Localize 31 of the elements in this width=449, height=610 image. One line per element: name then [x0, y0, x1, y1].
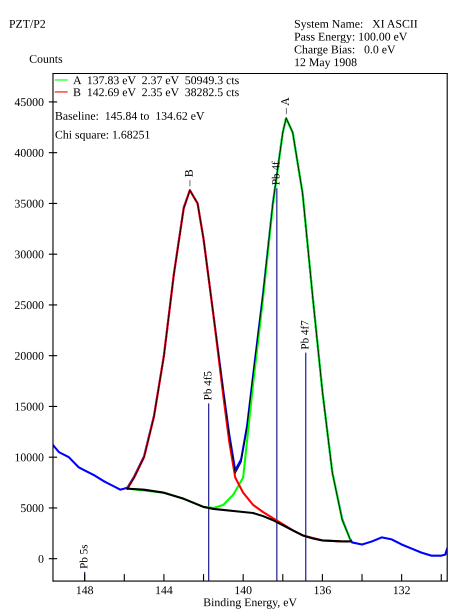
x-tick-label: 136: [314, 586, 331, 594]
y-tick-label: 15000: [15, 402, 44, 411]
text: PZT/P2: [9, 20, 46, 28]
data-label: Pb 4f5: [204, 371, 212, 400]
x-tick-label: 132: [394, 586, 410, 594]
y-axis-title: Counts: [30, 54, 62, 63]
y-tick-label: 35000: [15, 200, 44, 208]
text: Pass Energy: 100.00 eV: [294, 32, 408, 44]
text: Charge Bias: 0.0 eV: [294, 45, 396, 56]
annotation: Chi square: 1.68251: [55, 130, 150, 142]
text: System Name: XI ASCII: [294, 20, 418, 30]
y-tick-label: 45000: [14, 98, 44, 106]
data-label: Pb 5s: [80, 544, 88, 569]
annotation: – B: [184, 170, 193, 186]
legend-label: B 142.69 eV 2.35 eV 38282.5 cts: [73, 88, 239, 96]
y-tick-label: 25000: [14, 301, 44, 310]
y-tick-label: 0: [38, 554, 44, 563]
x-tick-label: 140: [235, 586, 252, 594]
y-tick-label: 5000: [21, 504, 44, 512]
annotation: Baseline: 145.84 to 134.62 eV: [55, 112, 204, 120]
y-tick-label: 20000: [14, 352, 44, 360]
text: 12 May 1908: [295, 58, 357, 69]
y-tick-label: 10000: [15, 453, 44, 462]
legend-label: A 137.83 eV 2.37 eV 50949.3 cts: [73, 76, 239, 84]
y-tick-label: 40000: [14, 148, 44, 157]
data-label: Pb 4f7: [300, 320, 309, 350]
x-tick-label: 144: [156, 586, 173, 594]
annotation: – A: [281, 97, 289, 114]
y-tick-label: 30000: [15, 250, 44, 258]
x-axis-title: Binding Energy, eV: [204, 598, 297, 609]
x-tick-label: 148: [76, 586, 94, 594]
